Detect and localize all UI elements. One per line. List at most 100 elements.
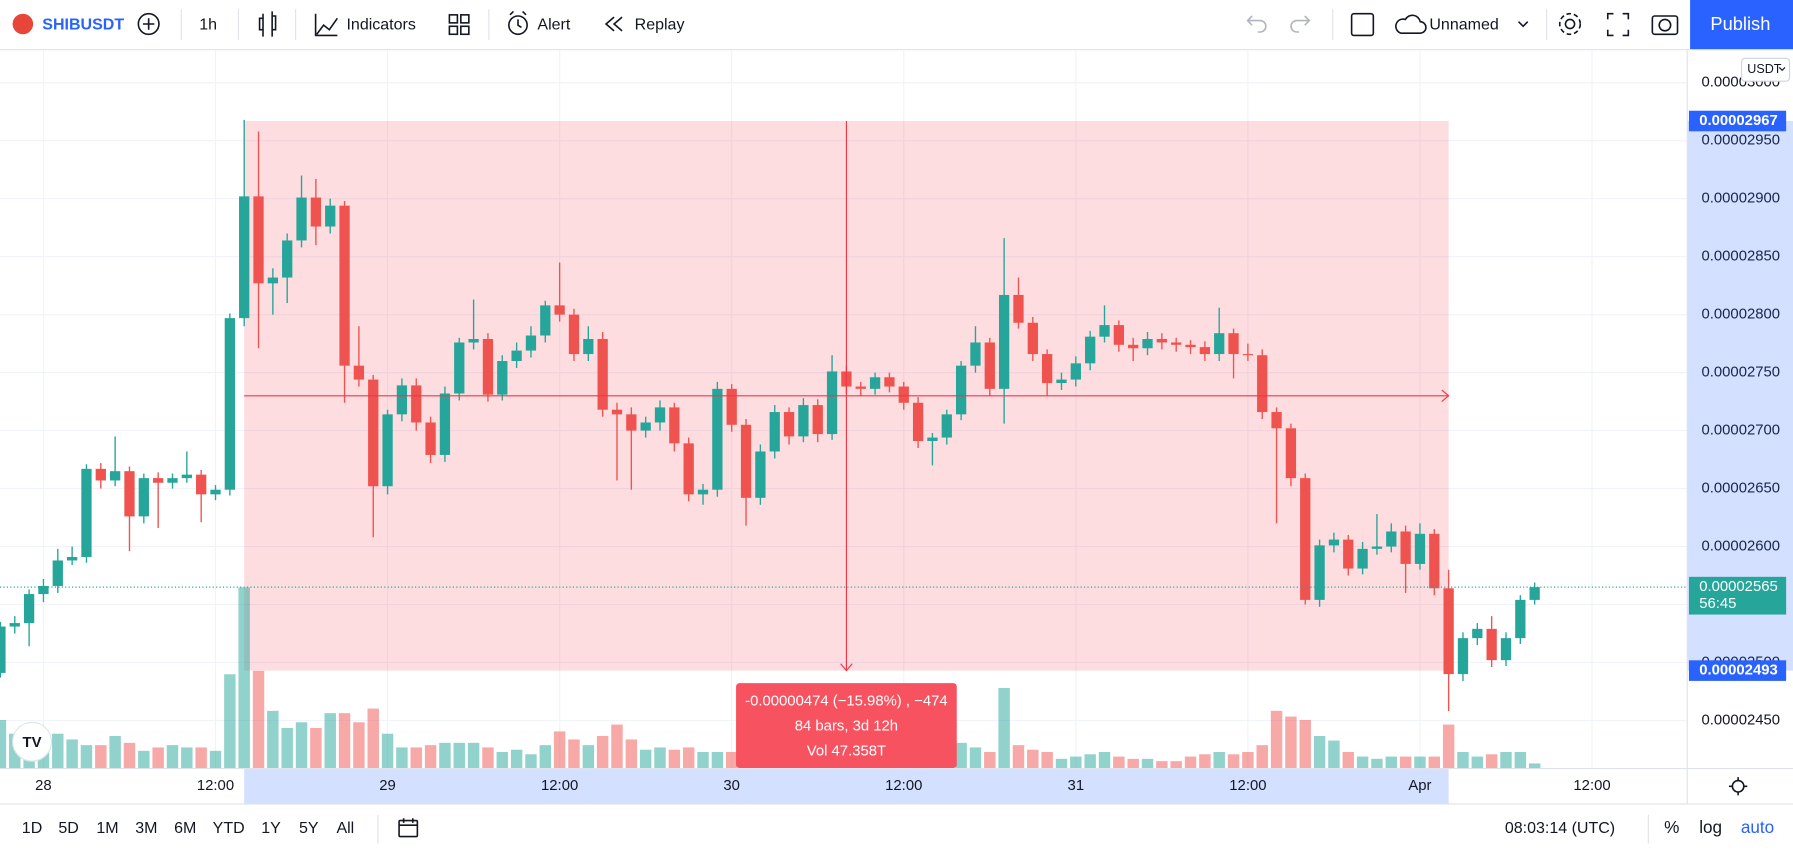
- alert-icon[interactable]: [508, 15, 528, 36]
- volume-bar: [1055, 758, 1068, 768]
- volume-bar: [1485, 754, 1498, 768]
- measure-tooltip-text: -0.00000474 (−15.98%) , −474: [745, 693, 947, 709]
- time-tick-label: 12:00: [541, 778, 578, 794]
- candle-body: [640, 422, 651, 431]
- range-button[interactable]: 1Y: [261, 820, 281, 837]
- tv-logo: TV: [12, 721, 53, 762]
- candle-body: [138, 478, 149, 517]
- candle-body: [626, 414, 637, 431]
- candle-body: [325, 205, 336, 227]
- axis-settings-icon-rays: [1728, 777, 1748, 796]
- undo-icon[interactable]: [1246, 15, 1267, 33]
- candle-body: [0, 626, 6, 673]
- volume-bar: [1184, 756, 1197, 768]
- bottom-bar: 08:03:14 (UTC) % log auto 1D 5D 1M 3M 6M YTD 1…: [22, 814, 1774, 844]
- candle-body: [181, 474, 192, 479]
- currency-button[interactable]: USDT: [1747, 62, 1782, 76]
- percent-toggle[interactable]: %: [1664, 817, 1679, 837]
- price-tick-label: 0.00002600: [1702, 538, 1781, 554]
- auto-toggle[interactable]: auto: [1741, 817, 1774, 837]
- range-button[interactable]: 1D: [22, 820, 42, 837]
- symbol[interactable]: SHIBUSDT: [42, 16, 124, 33]
- candle-body: [1013, 294, 1024, 323]
- candle-body: [697, 489, 709, 495]
- candle-body: [153, 478, 164, 483]
- measure-price-label-bg: [1688, 110, 1787, 132]
- clock[interactable]: 08:03:14 (UTC): [1505, 820, 1615, 837]
- candle-body: [540, 305, 551, 336]
- candle-body: [1027, 322, 1038, 355]
- fullscreen-icon[interactable]: [1606, 12, 1630, 37]
- volume-bar: [1442, 724, 1455, 768]
- log-toggle[interactable]: log: [1699, 817, 1722, 837]
- layout-name[interactable]: Unnamed: [1429, 16, 1498, 33]
- candle-body: [984, 342, 995, 389]
- goto-date-icon[interactable]: [398, 819, 419, 838]
- candle-body: [1185, 344, 1196, 348]
- range-button[interactable]: 5D: [58, 820, 78, 837]
- interval[interactable]: 1h: [199, 16, 217, 33]
- time-tick-label: 12:00: [1229, 778, 1266, 794]
- volume-bar: [1098, 752, 1111, 768]
- redo-icon[interactable]: [1290, 15, 1311, 33]
- candle-body: [1156, 338, 1168, 343]
- candle-body: [726, 388, 737, 425]
- indicators-icon[interactable]: [314, 13, 338, 37]
- candle-body: [1099, 325, 1110, 337]
- range-button[interactable]: 5Y: [299, 820, 319, 837]
- range-button[interactable]: 6M: [174, 820, 196, 837]
- volume-bar: [381, 733, 394, 768]
- candle-body: [353, 365, 365, 380]
- volume-bar: [1213, 752, 1225, 768]
- publish-button[interactable]: Publish: [1710, 13, 1770, 34]
- range-button[interactable]: All: [336, 820, 354, 837]
- volume-bar: [1500, 752, 1512, 768]
- measure-tooltip-text: Vol 47.358T: [807, 744, 886, 760]
- price-tick-label: 0.00002900: [1702, 191, 1781, 207]
- range-button[interactable]: 1M: [96, 820, 118, 837]
- price-tick-label: 0.00002750: [1702, 365, 1781, 381]
- time-tick-label: 12:00: [197, 778, 234, 794]
- candle-body: [1314, 545, 1325, 600]
- candle-body: [525, 335, 537, 351]
- candle-body: [1285, 428, 1297, 479]
- replay-icon[interactable]: [604, 16, 623, 32]
- volume-bar: [1113, 756, 1125, 768]
- candle-body: [1070, 363, 1081, 380]
- range-button[interactable]: 3M: [135, 820, 157, 837]
- volume-bar: [1199, 754, 1211, 768]
- currency-button-bg[interactable]: [1740, 57, 1791, 82]
- price-tick-label: 0.00002650: [1702, 480, 1781, 496]
- candle-body: [1457, 638, 1469, 675]
- volume-bar: [697, 752, 709, 768]
- candle-body: [884, 377, 895, 387]
- alert-button[interactable]: Alert: [537, 16, 570, 33]
- layout-chevron[interactable]: [1517, 21, 1529, 28]
- indicators-button[interactable]: Indicators: [346, 16, 415, 33]
- replay-button[interactable]: Replay: [635, 16, 685, 33]
- templates-icon[interactable]: [448, 14, 470, 36]
- symbol-icon[interactable]: [12, 13, 34, 35]
- candle-body: [497, 361, 508, 395]
- chart-type-icon[interactable]: [258, 11, 277, 37]
- volume-bar: [52, 733, 64, 768]
- candle-body: [1429, 533, 1440, 589]
- settings-icon[interactable]: [1564, 18, 1576, 30]
- publish-button-bg[interactable]: [1690, 0, 1793, 50]
- candle-body: [95, 468, 106, 481]
- volume-bar: [1170, 761, 1182, 768]
- range-button[interactable]: YTD: [213, 820, 245, 837]
- currency-chevron: [1778, 67, 1786, 72]
- candle-body: [468, 338, 479, 343]
- candle-body: [783, 412, 795, 437]
- layout-icon[interactable]: [1350, 12, 1375, 37]
- candle-body: [1214, 333, 1225, 355]
- snapshot-icon[interactable]: [1651, 15, 1679, 36]
- add-symbol-icon[interactable]: [137, 12, 160, 36]
- volume-bar: [582, 745, 595, 768]
- candle-body: [439, 393, 451, 455]
- candle-body: [1328, 539, 1340, 546]
- volume-bar: [1127, 758, 1139, 768]
- cloud-icon[interactable]: [1395, 14, 1427, 34]
